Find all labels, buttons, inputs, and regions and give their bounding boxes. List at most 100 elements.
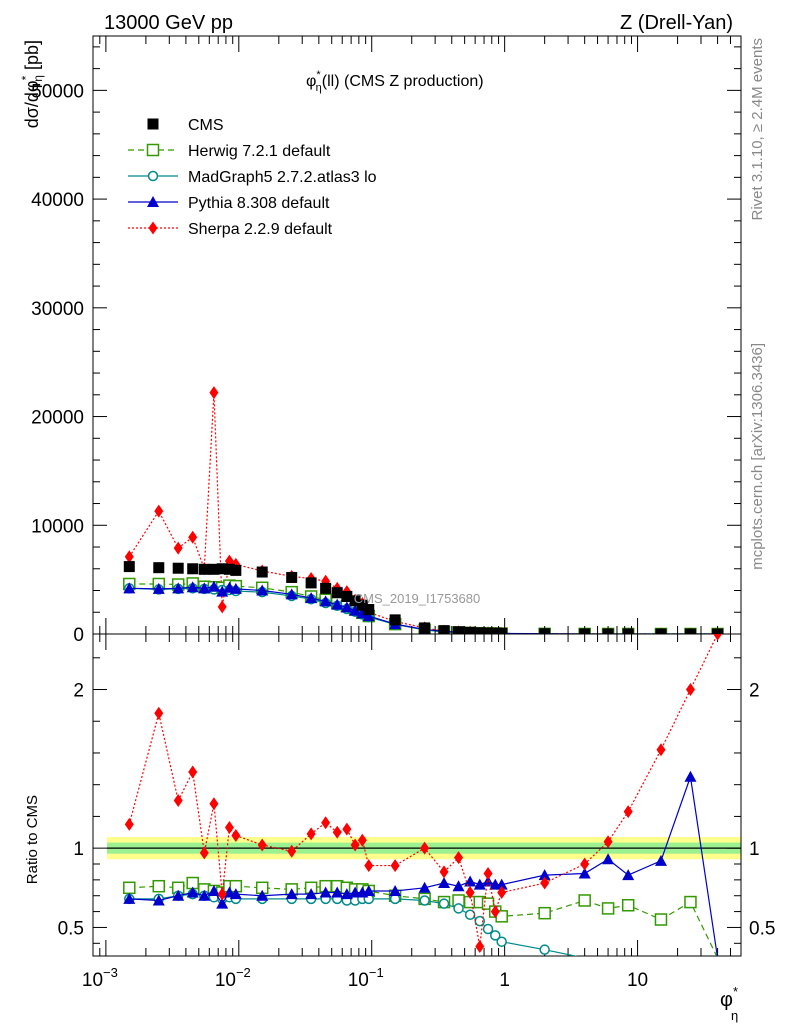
legend-label: MadGraph5 2.7.2.atlas3 lo [188,169,377,186]
title-rest: (ll) (CMS Z production) [322,73,484,90]
data-point [216,585,229,597]
data-point [538,869,551,881]
data-point [474,627,486,634]
data-point [713,634,723,641]
data-point [496,936,507,947]
header-right: Z (Drell-Yan) [620,12,733,34]
data-point [153,562,165,574]
data-point [473,878,486,890]
data-point [453,626,465,634]
x-axis-label: φ* η [720,984,738,1023]
data-point [198,563,210,575]
data-point [490,905,500,919]
data-point [152,879,166,893]
ratio-y-tick-label-right: 2 [749,681,760,702]
data-point [389,884,402,896]
data-point [364,859,374,873]
data-point [483,867,493,881]
data-point [173,794,183,808]
ratio-y-ticks: 0.5 0.5 1 1 2 2 [58,657,775,944]
data-point [231,828,241,842]
data-point [602,853,615,865]
legend-label: Pythia 8.308 default [188,195,330,212]
data-point [256,566,268,578]
data-point [209,386,219,400]
data-point [154,706,164,720]
main-y-tick-label: 40000 [31,190,84,211]
data-point [578,867,591,879]
title-star: * [316,69,321,81]
data-point [538,906,551,920]
data-point [229,888,242,900]
data-point [342,822,352,836]
legend-marker [148,221,158,235]
data-point [152,582,165,594]
data-point [419,895,430,906]
ratio-y-tick-label: 1 [73,839,84,860]
main-y-tick-label: 50000 [31,81,84,102]
xlabel-star: * [733,984,738,999]
data-point [332,825,342,839]
data-point [123,892,136,904]
data-point [482,875,495,887]
x-ticks: 10−3 10−2 10−1 1 10 [82,36,742,991]
data-point [418,881,431,893]
side-text-mcplots: mcplots.cern.ch [arXiv:1306.3436] [749,343,766,570]
title-eta: η [316,82,322,94]
data-point [654,854,667,866]
data-point [497,886,507,900]
data-point [350,838,360,852]
data-point [188,765,198,779]
data-point [331,587,343,599]
data-point [390,859,400,873]
data-point [256,584,269,596]
data-point [216,897,229,909]
title-phi: φ [306,73,316,90]
ratio-y-tick-label: 2 [73,681,84,702]
data-point [186,886,199,898]
side-text-rivet: Rivet 3.1.10, ≥ 2.4M events [749,38,766,221]
data-point [320,582,332,594]
data-point [349,604,362,616]
data-point [224,821,234,835]
data-point [223,563,235,575]
data-point [305,888,318,900]
ratio-y-tick-label-right: 1 [749,839,760,860]
data-point [580,857,590,871]
data-point [464,909,476,921]
main-title: φ* η(ll) (CMS Z production) [306,69,484,94]
data-point [186,581,199,593]
main-y-label: dσ/dφ*η [pb] [19,40,45,128]
data-point [172,582,185,594]
series-sherpa [124,634,723,953]
data-point [684,770,697,782]
xlabel-phi: φ [720,989,733,1011]
data-point [475,939,485,953]
data-point [172,562,184,574]
data-point [230,564,242,576]
data-point [578,894,591,907]
watermark: CMS_2019_I1753680 [354,591,481,606]
data-point [123,881,136,895]
data-point [319,886,332,898]
data-point [540,876,550,890]
data-point [621,898,635,912]
data-point [207,884,220,896]
data-point [188,530,198,544]
data-point [331,598,344,610]
data-point [306,827,316,841]
data-point [199,846,209,860]
data-point [539,944,550,955]
data-point [438,898,450,909]
data-point [287,844,297,858]
data-point [209,797,219,811]
data-point [152,894,165,906]
x-tick-label: 10−1 [348,965,384,991]
data-point [438,877,451,889]
legend-marker [147,118,159,130]
main-series [123,386,724,634]
data-point [622,869,635,881]
data-point [285,888,298,900]
ylabel-b: [pb] [22,40,42,75]
